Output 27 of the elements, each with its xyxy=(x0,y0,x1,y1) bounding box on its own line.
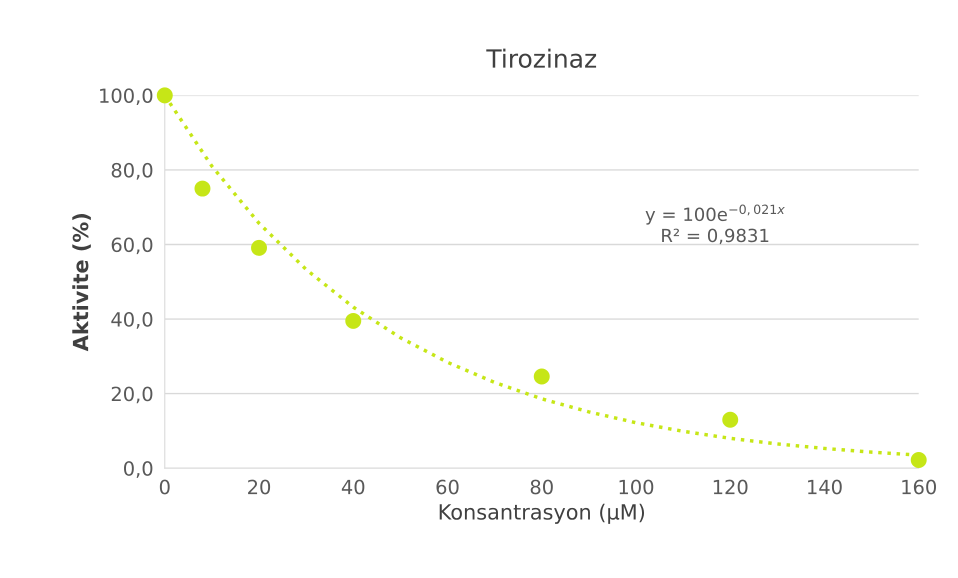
x-tick-label: 120 xyxy=(714,480,748,494)
x-tick-label: 160 xyxy=(902,480,936,494)
x-tick-label: 140 xyxy=(808,480,842,494)
y-tick-label: 80,0 xyxy=(112,162,152,180)
point xyxy=(156,87,173,104)
point xyxy=(251,240,267,256)
y-tick-label: 40,0 xyxy=(111,312,152,329)
x-tick-label: 60 xyxy=(436,480,459,494)
y-axis-title: Aktivite (%) xyxy=(72,214,91,352)
x-tick-label: 20 xyxy=(248,480,270,494)
x-tick-label: 100 xyxy=(620,480,654,494)
x-tick-label: 80 xyxy=(530,480,553,494)
chart-title: Tirozinaz xyxy=(486,48,596,68)
y-tick-label: 20,0 xyxy=(112,386,152,404)
point xyxy=(194,180,210,197)
y-tick-label: 60,0 xyxy=(112,237,152,254)
y-tick-label: 100,0 xyxy=(100,88,152,106)
annotation: y = 100e$^{−0,021x}$ xyxy=(646,204,785,225)
point xyxy=(910,452,927,468)
point xyxy=(534,368,550,384)
annotation: R² = 0,9831 xyxy=(662,228,768,244)
x-tick-label: 0 xyxy=(160,480,170,494)
x-axis-title: Konsantrasyon (µM) xyxy=(440,504,644,524)
x-tick-label: 40 xyxy=(342,480,364,494)
point xyxy=(722,412,738,428)
y-tick-label: 0,0 xyxy=(124,461,152,478)
point xyxy=(345,312,362,329)
